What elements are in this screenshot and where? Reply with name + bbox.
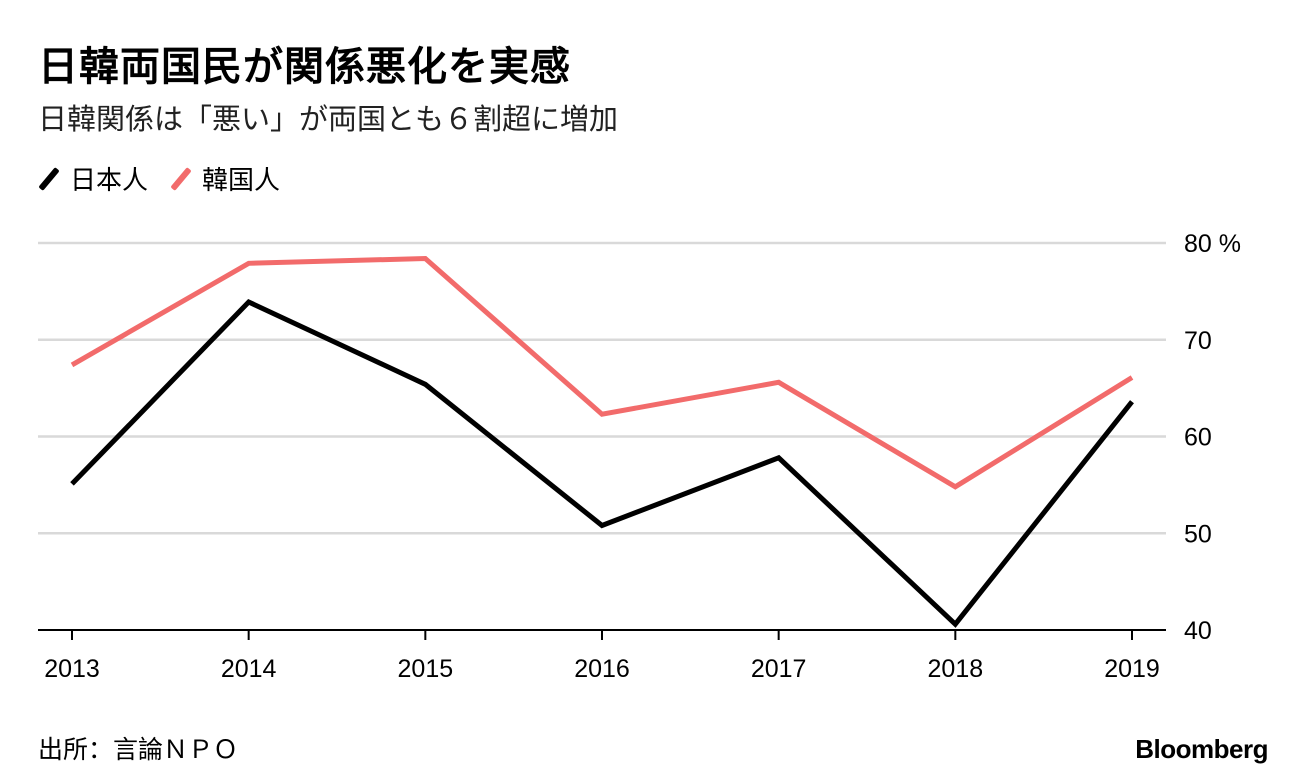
series-line-japan [70,298,1134,628]
x-tick-label-2015: 2015 [398,655,454,683]
bloomberg-logo: Bloomberg [1135,734,1268,764]
y-tick-label-60: 60 [1184,424,1212,452]
legend: 日本人 韓国人 [38,160,302,197]
series-line-korea [70,255,1134,490]
x-tick-label-2018: 2018 [928,655,984,683]
x-tick-label-2017: 2017 [751,655,807,683]
y-tick-label-50: 50 [1184,520,1212,548]
chart-title: 日韓両国民が関係悪化を実感 [38,44,571,90]
y-tick-label-80: 80 % [1184,230,1241,258]
x-tick-label-2013: 2013 [44,655,100,683]
legend-label-korea: 韓国人 [202,166,281,196]
x-tick-label-2014: 2014 [221,655,277,683]
source-note: 出所：言論ＮＰＯ [38,735,239,764]
x-tick-label-2019: 2019 [1104,655,1160,683]
y-tick-label-40: 40 [1184,617,1212,645]
legend-item-japan: 日本人 [38,160,148,197]
chart-subtitle: 日韓関係は「悪い」が両国とも６割超に増加 [38,102,619,136]
y-tick-label-70: 70 [1184,327,1212,355]
x-tick-label-2016: 2016 [574,655,630,683]
legend-item-korea: 韓国人 [170,160,280,197]
legend-label-japan: 日本人 [70,166,149,196]
